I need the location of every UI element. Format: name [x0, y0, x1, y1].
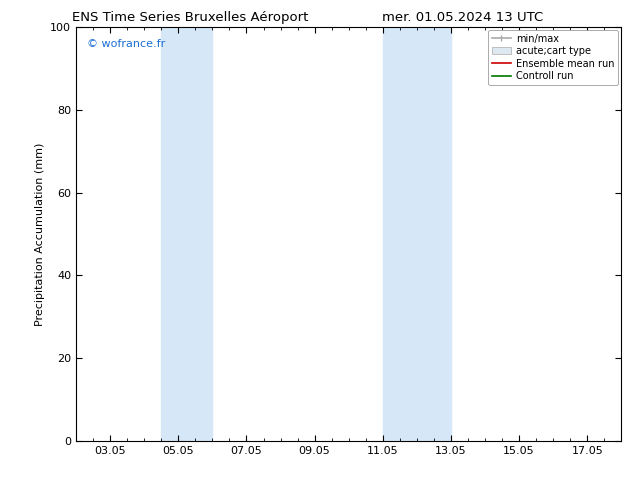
Text: ENS Time Series Bruxelles Aéroport: ENS Time Series Bruxelles Aéroport: [72, 11, 308, 24]
Bar: [161, 27, 212, 441]
Text: mer. 01.05.2024 13 UTC: mer. 01.05.2024 13 UTC: [382, 11, 543, 24]
Legend: min/max, acute;cart type, Ensemble mean run, Controll run: min/max, acute;cart type, Ensemble mean …: [488, 30, 618, 85]
Y-axis label: Precipitation Accumulation (mm): Precipitation Accumulation (mm): [35, 142, 44, 326]
Text: © wofrance.fr: © wofrance.fr: [87, 39, 165, 49]
Bar: [383, 27, 451, 441]
